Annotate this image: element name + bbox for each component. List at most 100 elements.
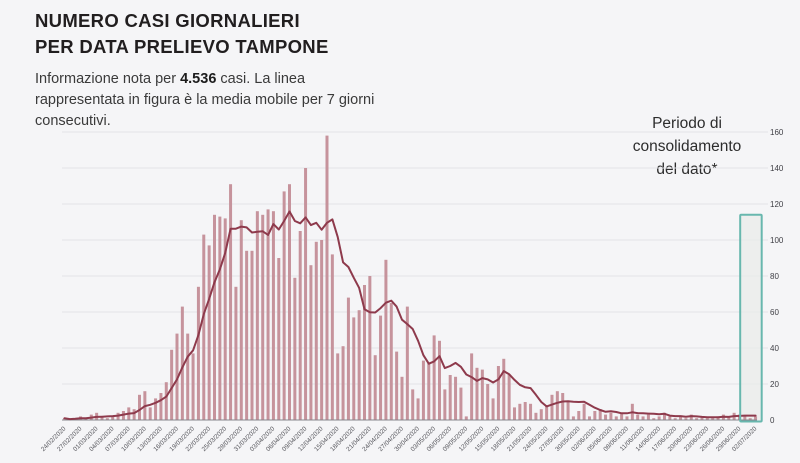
daily-cases-bar <box>754 416 758 420</box>
daily-cases-bar <box>550 394 554 420</box>
cases-total-count: 4.536 <box>180 71 217 87</box>
daily-cases-bar <box>668 416 672 420</box>
daily-cases-bar <box>352 317 356 420</box>
daily-cases-bar <box>336 353 340 420</box>
daily-cases-bar <box>132 409 136 420</box>
daily-cases-bar <box>523 402 527 420</box>
daily-cases-bar <box>593 411 597 420</box>
daily-cases-bar <box>180 306 184 420</box>
daily-cases-bar <box>245 250 249 420</box>
daily-cases-bar <box>673 418 677 420</box>
daily-cases-bar <box>346 297 350 420</box>
annotation-line-2: consolidamento <box>632 138 742 155</box>
title-line-1: NUMERO CASI GIORNALIERI <box>35 10 300 31</box>
grid-lines <box>62 131 768 385</box>
daily-cases-bar <box>105 418 109 420</box>
daily-cases-bar <box>111 416 115 420</box>
consolidation-box-border <box>739 213 763 423</box>
daily-cases-bar <box>373 355 377 420</box>
daily-cases-bar <box>695 418 699 420</box>
y-tick-label: 120 <box>770 200 784 209</box>
daily-cases-bar <box>689 414 693 420</box>
daily-cases-bar <box>207 245 211 420</box>
daily-cases-bar <box>229 184 233 420</box>
daily-cases-bar <box>486 384 490 420</box>
daily-cases-bar <box>604 414 608 420</box>
daily-cases-bar <box>379 315 383 420</box>
daily-cases-bar <box>384 259 388 420</box>
daily-cases-bar <box>646 414 650 420</box>
daily-cases-bar <box>475 367 479 420</box>
annotation-line-3: del dato* <box>656 161 718 178</box>
daily-cases-bar <box>529 403 533 420</box>
daily-cases-bar <box>250 250 254 420</box>
daily-cases-bar <box>502 358 506 420</box>
daily-cases-bar <box>357 310 361 420</box>
daily-cases-bar <box>454 376 458 420</box>
daily-cases-bar <box>539 409 543 420</box>
consolidation-box-fill <box>740 214 762 422</box>
daily-cases-bar <box>684 418 688 420</box>
daily-cases-bar <box>416 398 420 420</box>
daily-cases-bar <box>298 231 302 420</box>
daily-cases-bar <box>555 391 559 420</box>
daily-cases-bar <box>545 405 549 420</box>
daily-cases-bar <box>223 218 227 420</box>
daily-cases-bar <box>191 353 195 420</box>
y-tick-label: 40 <box>770 344 779 353</box>
daily-cases-bar <box>609 412 613 420</box>
daily-cases-bar <box>727 416 731 420</box>
daily-cases-bar <box>641 416 645 420</box>
daily-cases-bar <box>507 375 511 420</box>
daily-cases-bar <box>202 234 206 420</box>
daily-cases-bar <box>186 333 190 420</box>
daily-cases-bar <box>705 418 709 420</box>
daily-cases-bar <box>266 209 270 420</box>
daily-cases-bar <box>534 412 538 420</box>
daily-cases-bar <box>448 375 452 420</box>
daily-cases-bar <box>341 346 345 420</box>
bars-group <box>63 135 758 420</box>
chart-subtitle: Informazione nota per 4.536 casi. La lin… <box>35 69 377 132</box>
daily-cases-bar <box>304 168 308 420</box>
daily-cases-bar <box>293 277 297 420</box>
daily-cases-bar <box>614 416 618 420</box>
daily-cases-bar <box>271 211 275 420</box>
title-line-2: PER DATA PRELIEVO TAMPONE <box>35 36 329 57</box>
daily-cases-bar <box>100 416 104 420</box>
daily-cases-bar <box>314 241 318 420</box>
x-axis-labels: 24/02/202027/02/202001/03/202004/03/2020… <box>40 425 759 453</box>
daily-cases-bar <box>137 394 141 420</box>
daily-cases-bar <box>679 416 683 420</box>
daily-cases-bar <box>636 414 640 420</box>
y-tick-label: 140 <box>770 164 784 173</box>
daily-cases-bar <box>582 403 586 420</box>
daily-cases-bar <box>743 416 747 420</box>
daily-cases-bar <box>389 303 393 420</box>
daily-cases-bar <box>159 393 163 420</box>
chart-header: NUMERO CASI GIORNALIERI PER DATA PRELIEV… <box>35 8 377 132</box>
daily-cases-bar <box>325 135 329 420</box>
daily-cases-bar <box>598 409 602 420</box>
daily-cases-bar <box>154 398 158 420</box>
daily-cases-bar <box>652 418 656 420</box>
daily-cases-bar <box>561 393 565 420</box>
daily-cases-bar <box>421 360 425 420</box>
subtitle-suffix: casi. La linea rappresentata in figura è… <box>35 71 375 129</box>
daily-cases-bar <box>427 362 431 420</box>
y-tick-label: 0 <box>770 416 775 425</box>
daily-cases-bar <box>234 286 238 420</box>
daily-cases-bar <box>625 416 629 420</box>
daily-cases-bar <box>480 369 484 420</box>
daily-cases-bar <box>411 389 415 420</box>
y-tick-label: 160 <box>770 128 784 137</box>
consolidation-annotation: Periodo di consolidamento del dato* <box>600 112 774 181</box>
daily-cases-bar <box>309 265 313 420</box>
subtitle-prefix: Informazione nota per <box>35 71 181 87</box>
daily-cases-bar <box>662 412 666 420</box>
daily-cases-bar <box>148 407 152 420</box>
daily-cases-bar <box>496 366 500 420</box>
daily-cases-bar <box>518 403 522 420</box>
